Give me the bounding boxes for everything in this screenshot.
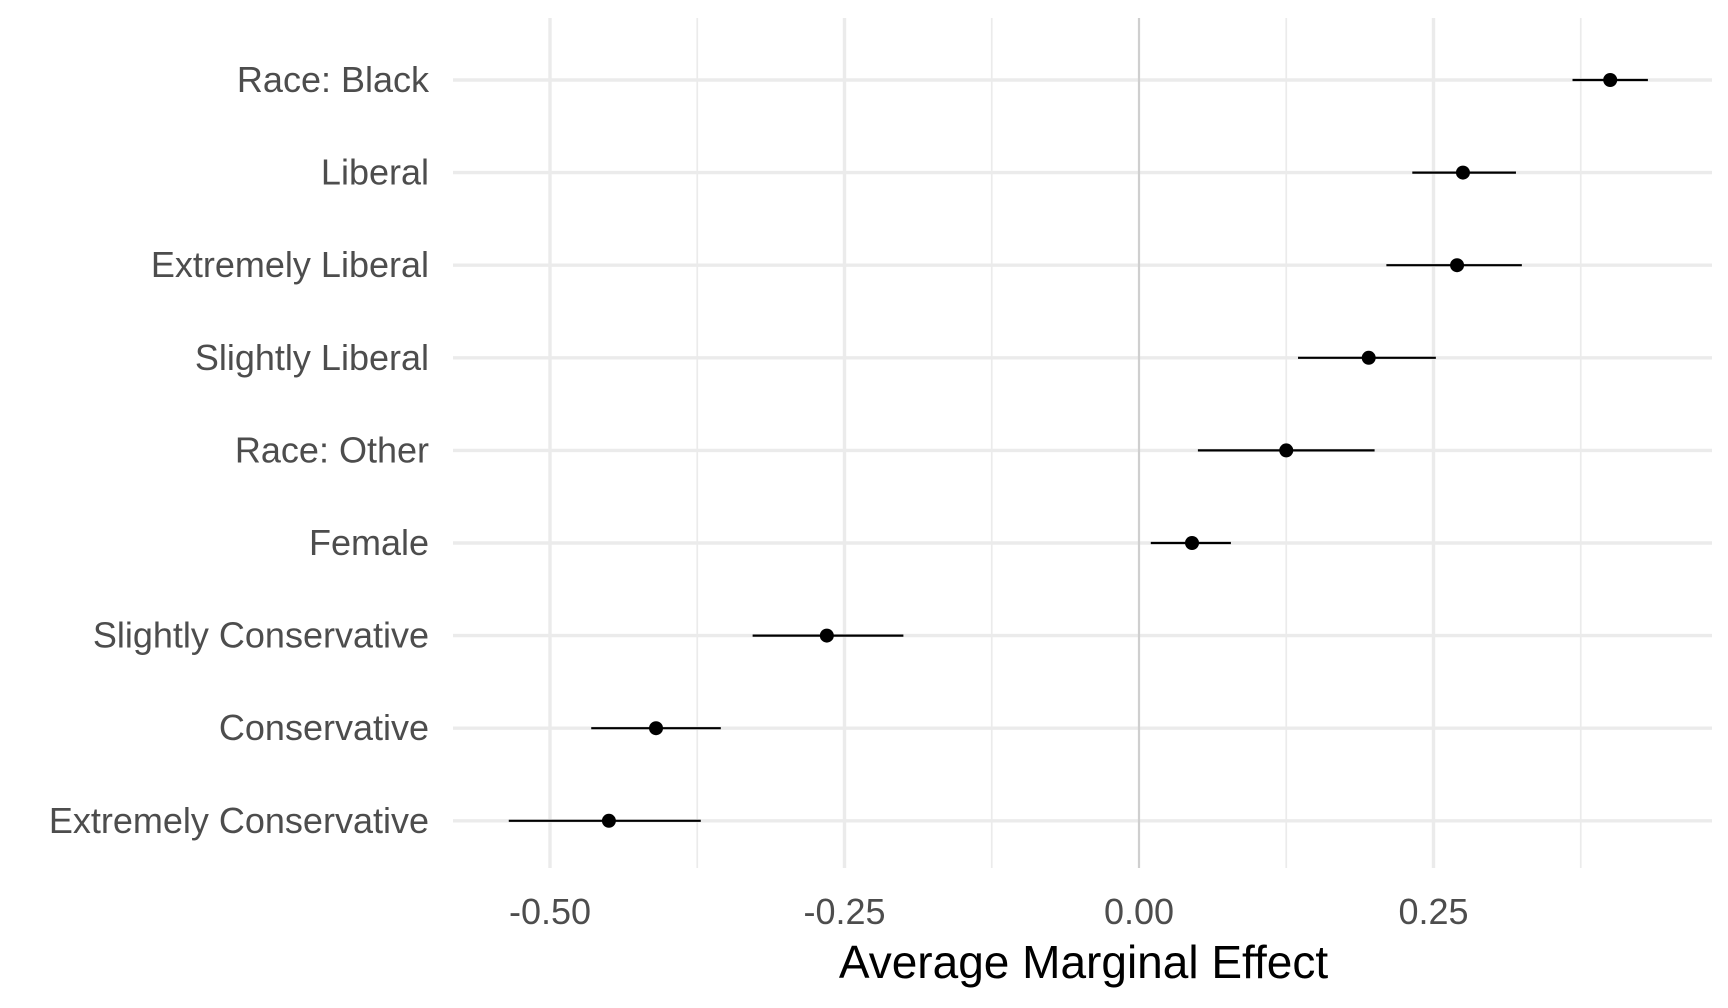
x-tick-label: 0.00 (1104, 891, 1174, 932)
category-label: Slightly Liberal (195, 337, 429, 378)
estimate-point (1455, 165, 1470, 180)
estimate-point (1361, 350, 1376, 365)
x-tick-label: 0.25 (1398, 891, 1468, 932)
category-label: Extremely Conservative (49, 800, 429, 841)
grid-lines (453, 18, 1712, 868)
category-label: Female (309, 522, 429, 563)
category-label: Race: Black (237, 59, 430, 100)
category-label: Extremely Liberal (151, 244, 429, 285)
estimate-point (1279, 443, 1294, 458)
estimate-point (601, 813, 616, 828)
x-axis-ticks: -0.50 -0.25 0.00 0.25 (509, 891, 1469, 932)
category-label: Liberal (321, 152, 429, 193)
category-label: Slightly Conservative (93, 615, 429, 656)
estimate-point (1603, 73, 1618, 87)
x-tick-label: -0.50 (509, 891, 591, 932)
category-label: Race: Other (235, 429, 429, 470)
x-axis-title: Average Marginal Effect (839, 936, 1328, 988)
estimate-point (649, 721, 664, 736)
x-tick-label: -0.25 (803, 891, 885, 932)
category-rows: Race: Black Liberal Extremely Liberal Sligh… (49, 59, 1648, 841)
estimate-point (1450, 258, 1465, 273)
estimate-point (819, 628, 834, 643)
category-label: Conservative (219, 707, 429, 748)
estimate-point (1185, 536, 1200, 550)
